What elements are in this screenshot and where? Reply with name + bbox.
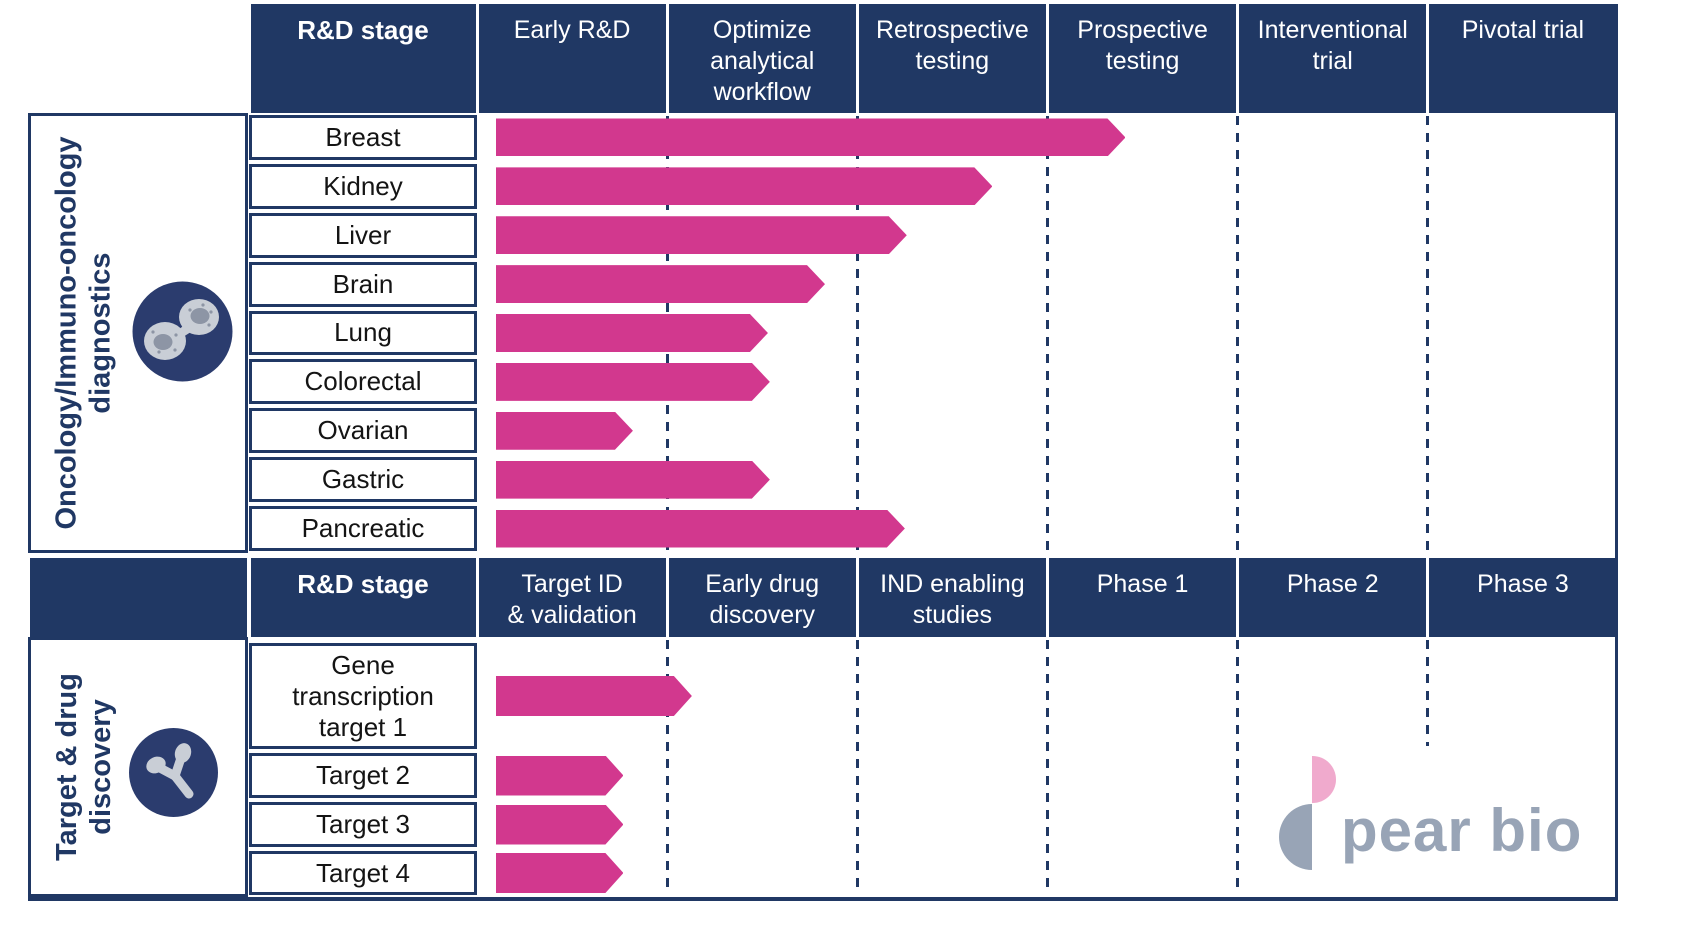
row-label-target-2: Target 2 (249, 753, 477, 798)
row-label-brain: Brain (249, 261, 477, 307)
row-label-breast: Breast (249, 115, 477, 160)
dashed-gridline (1426, 116, 1430, 551)
stage-header-early-drug-discovery: Early drug discovery (668, 558, 856, 637)
progress-bar-pancreatic (496, 510, 905, 548)
progress-bar-gastric (496, 461, 770, 499)
row-label-target-3: Target 3 (249, 802, 477, 847)
progress-bar-breast (496, 118, 1125, 156)
row-label-pancreatic: Pancreatic (249, 506, 477, 551)
section-label-target-discovery: Target & drug discovery (32, 640, 136, 894)
stage-header-filler (29, 558, 247, 637)
dashed-gridline (1236, 640, 1240, 895)
row-label-liver: Liver (249, 212, 477, 258)
section-label-oncology: Oncology/Immuno-oncology diagnostics (32, 116, 136, 550)
cell-division-icon (132, 281, 233, 382)
row-label-colorectal: Colorectal (249, 359, 477, 405)
stage-header-early-r-d: Early R&D (478, 4, 666, 113)
stage-header-target-id-validation: Target ID & validation (478, 558, 666, 637)
stage-header-phase-3: Phase 3 (1429, 558, 1617, 637)
dashed-gridline (1046, 640, 1049, 895)
section-label-line: Oncology/Immuno-oncology (51, 136, 84, 530)
stage-header-phase-2: Phase 2 (1239, 558, 1427, 637)
progress-bar-kidney (496, 167, 992, 205)
row-label-gene-transcription-target-1: Gene transcription target 1 (249, 643, 477, 749)
progress-bar-lung (496, 314, 768, 352)
progress-bar-gene-transcription-target-1 (496, 676, 692, 716)
row-label-kidney: Kidney (249, 163, 477, 209)
pear-bio-logo-pink-shape (1312, 756, 1336, 803)
dashed-gridline (665, 640, 669, 895)
stage-header-rd-stage: R&D stage (250, 4, 476, 113)
stage-header-phase-1: Phase 1 (1049, 558, 1237, 637)
stage-header-retrospective-testing: Retrospective testing (858, 4, 1046, 113)
row-label-ovarian: Ovarian (249, 408, 477, 454)
progress-bar-liver (496, 216, 907, 254)
section-label-line: diagnostics (85, 252, 118, 414)
section-label-line: Target & drug (51, 673, 83, 861)
dashed-gridline (1236, 116, 1240, 551)
table-right-border (1615, 4, 1618, 901)
stage-header-interventional-trial: Interventional trial (1239, 4, 1427, 113)
pear-bio-logo-gray-shape (1279, 804, 1312, 870)
antibody-icon (129, 728, 218, 817)
pear-bio-logo-text: pear bio (1341, 797, 1583, 864)
dashed-gridline (855, 116, 859, 551)
stage-header-optimize-analytical-workflow: Optimize analytical workflow (668, 4, 856, 113)
progress-bar-target-2 (496, 756, 623, 796)
dashed-gridline (1046, 116, 1049, 551)
progress-bar-target-4 (496, 853, 623, 893)
stage-header-prospective-testing: Prospective testing (1049, 4, 1237, 113)
row-label-target-4: Target 4 (249, 851, 477, 895)
stage-header-rd-stage: R&D stage (250, 558, 476, 637)
stage-header-ind-enabling-studies: IND enabling studies (858, 558, 1046, 637)
stage-header-pivotal-trial: Pivotal trial (1429, 4, 1617, 113)
dashed-gridline (1426, 640, 1430, 746)
table-bottom-border (28, 897, 1618, 901)
progress-bar-brain (496, 265, 825, 303)
row-label-lung: Lung (249, 310, 477, 356)
progress-bar-ovarian (496, 412, 633, 450)
section-label-line: discovery (85, 699, 117, 835)
progress-bar-colorectal (496, 363, 770, 401)
dashed-gridline (855, 640, 859, 895)
row-label-gastric: Gastric (249, 457, 477, 503)
progress-bar-target-3 (496, 805, 623, 845)
